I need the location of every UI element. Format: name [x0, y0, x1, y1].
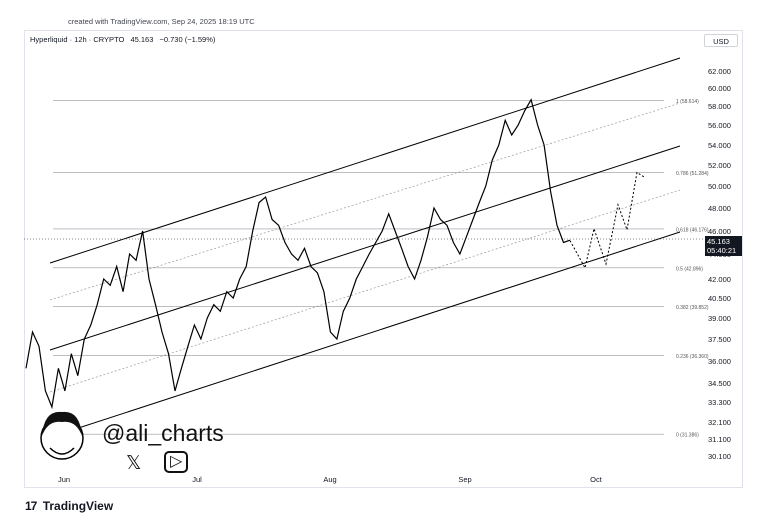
y-tick-label: 42.000 [708, 275, 731, 284]
y-tick-label: 30.100 [708, 452, 731, 461]
y-tick-label: 36.000 [708, 357, 731, 366]
fib-level-label: 0 (31.386) [676, 433, 699, 439]
channel-line [59, 231, 681, 435]
fib-level-label: 1 (58.614) [676, 99, 699, 105]
y-tick-label: 31.100 [708, 435, 731, 444]
channel-midline [49, 189, 681, 393]
channel-line [49, 145, 681, 351]
fib-level-label: 0.5 (42.896) [676, 266, 703, 272]
y-tick-label: 48.000 [708, 204, 731, 213]
avatar-smile [49, 447, 75, 455]
y-tick-label: 39.000 [708, 314, 731, 323]
avatar-hair [42, 411, 82, 436]
y-tick-label: 54.000 [708, 141, 731, 150]
x-tick-label: Jul [192, 475, 202, 484]
y-tick-label: 62.000 [708, 67, 731, 76]
projection-path [569, 171, 646, 270]
tradingview-name: TradingView [42, 499, 114, 513]
x-tick-label: Oct [590, 475, 603, 484]
youtube-icon: ▷ [164, 451, 189, 473]
y-tick-label: 32.100 [708, 418, 731, 427]
y-tick-label: 40.500 [708, 294, 731, 303]
current-price: 45.163 [707, 237, 730, 246]
author-handle: @ali_charts [102, 420, 224, 446]
x-tick-label: Aug [323, 475, 336, 484]
y-tick-label: 58.000 [708, 102, 731, 111]
y-tick-label: 52.000 [708, 161, 731, 170]
fib-level-label: 0.786 (51.284) [676, 171, 709, 177]
bar-countdown: 05:40:21 [707, 246, 737, 255]
y-tick-label: 34.500 [708, 379, 731, 388]
x-tick-label: Jun [58, 475, 70, 484]
y-tick-label: 33.300 [708, 398, 731, 407]
y-tick-label: 50.000 [708, 182, 731, 191]
current-price-tag: 45.163 05:40:21 [705, 236, 742, 256]
symbol-name[interactable]: Hyperliquid · 12h · CRYPTO [30, 35, 125, 44]
y-tick-label: 60.000 [708, 84, 731, 93]
fib-level-label: 0.618 (46.176) [676, 227, 709, 233]
x-tick-label: Sep [458, 475, 471, 484]
tradingview-brand: 17 TradingView [25, 499, 113, 513]
x-logo-icon: 𝕏 [126, 453, 142, 474]
created-with-text: created with TradingView.com, Sep 24, 20… [68, 17, 255, 26]
chart-frame [24, 30, 743, 488]
y-tick-label: 56.000 [708, 121, 731, 130]
channel-midline [49, 102, 681, 301]
currency-button[interactable]: USD [704, 34, 738, 47]
y-tick-label: 37.500 [708, 335, 731, 344]
fib-level-label: 0.382 (39.852) [676, 305, 709, 311]
y-tick-label: 46.000 [708, 227, 731, 236]
symbol-legend: Hyperliquid · 12h · CRYPTO 45.163 −0.730… [30, 35, 219, 44]
price-series-line [25, 98, 571, 410]
channel-line [49, 57, 681, 264]
price-change: −0.730 (−1.59%) [159, 35, 216, 44]
tradingview-logo: 17 [25, 499, 37, 513]
last-price: 45.163 [130, 35, 154, 44]
fib-level-label: 0.236 (36.360) [676, 354, 709, 360]
